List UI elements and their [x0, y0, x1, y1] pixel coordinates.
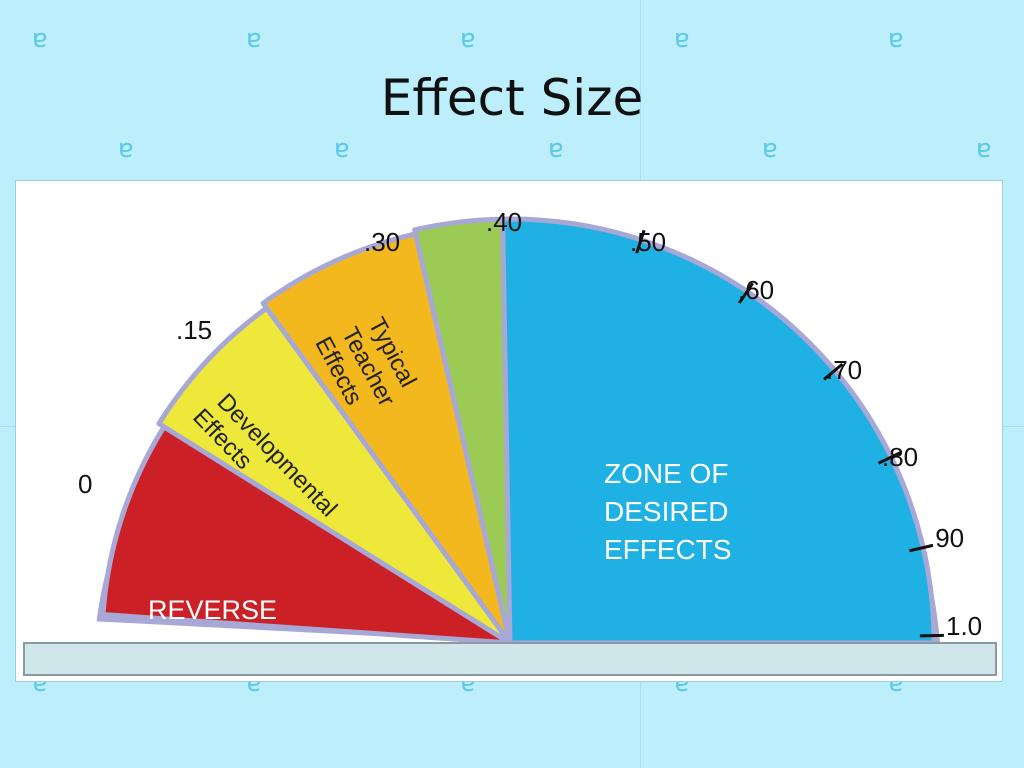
scale-tick [909, 543, 934, 553]
scale-label-0: 0 [78, 469, 92, 499]
desired-zone [500, 216, 937, 646]
effect-size-diagram: 0 .15 .30 .40 .50 .60 .70 .80 .90 1.0 RE… [15, 180, 1003, 682]
scale-label-100: 1.0 [946, 611, 982, 641]
swirl-icon: ɐ [674, 24, 690, 54]
scale-label-30: .30 [364, 227, 400, 257]
desired-label-line1: ZONE OF [604, 458, 728, 489]
scale-tick [823, 362, 844, 381]
swirl-icon: ɐ [246, 24, 262, 54]
swirl-icon: ɐ [548, 134, 564, 164]
scale-tick [635, 229, 646, 254]
gauge-ticks [635, 229, 944, 638]
scale-label-70: .70 [826, 355, 862, 385]
swirl-icon: ɐ [334, 134, 350, 164]
reverse-zone [100, 424, 513, 646]
scale-label-90: .90 [928, 523, 964, 553]
gauge-base [23, 642, 997, 676]
swirl-icon: ɐ [460, 24, 476, 54]
teacher-zone [260, 231, 513, 646]
scale-tick [738, 282, 754, 304]
swirl-icon: ɐ [32, 24, 48, 54]
swirl-icon: ɐ [762, 134, 778, 164]
scale-label-15: .15 [176, 315, 212, 345]
scale-label-40: .40 [486, 207, 522, 237]
reverse-zone-label: REVERSE [148, 595, 277, 625]
scale-label-50: .50 [630, 227, 666, 257]
desired-label-line2: DESIRED [604, 496, 728, 527]
scale-tick [877, 451, 901, 465]
gauge-segments [96, 216, 940, 646]
scale-label-60: .60 [738, 275, 774, 305]
effect-size-gauge: 0 .15 .30 .40 .50 .60 .70 .80 .90 1.0 RE… [23, 207, 997, 676]
desired-label-line3: EFFECTS [604, 534, 732, 565]
slide-title: Effect Size [380, 69, 644, 127]
scale-label-80: .80 [882, 442, 918, 472]
swirl-icon: ɐ [888, 24, 904, 54]
developmental-zone [156, 305, 513, 646]
swirl-icon: ɐ [118, 134, 134, 164]
swirl-icon: ɐ [976, 134, 992, 164]
teacher-zone-label: Typical Teacher Effects [310, 313, 422, 411]
